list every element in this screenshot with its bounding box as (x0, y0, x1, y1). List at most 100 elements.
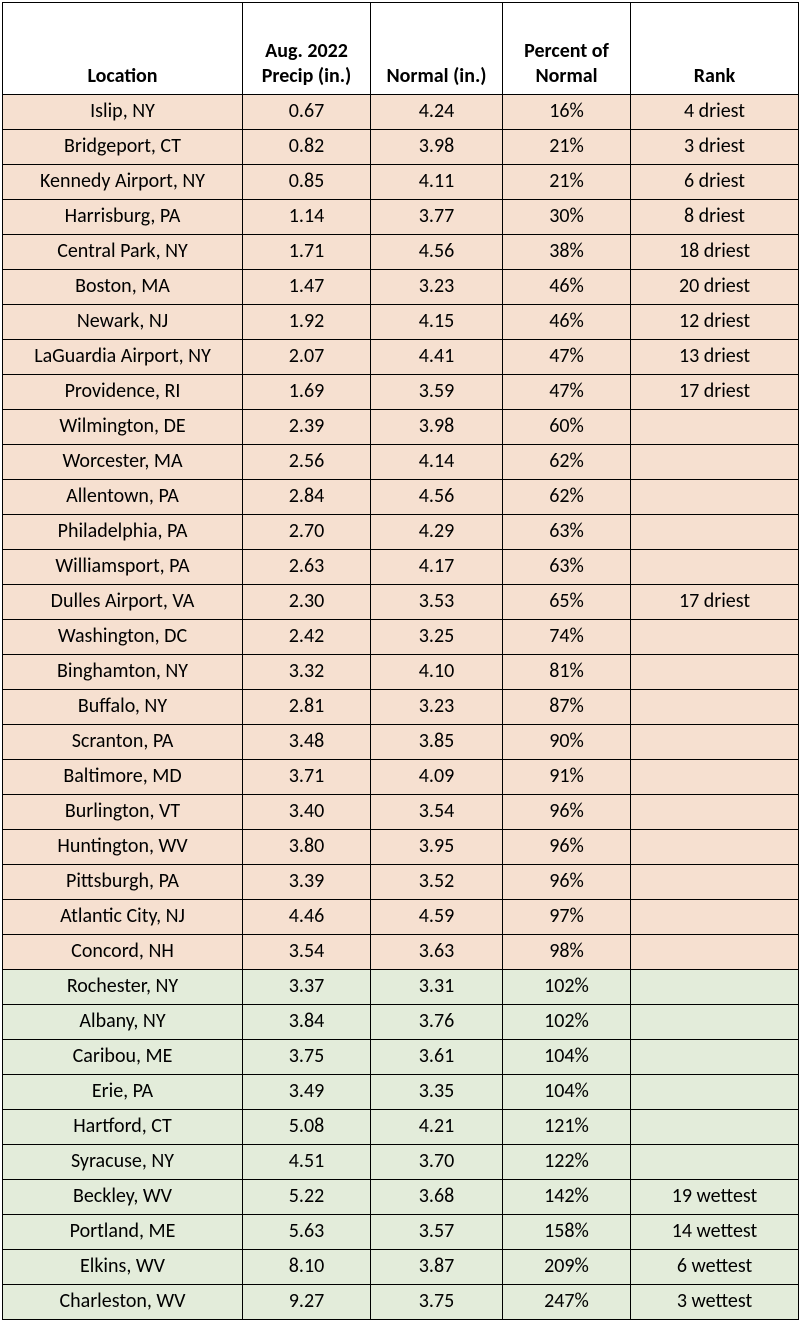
cell-location: Washington, DC (3, 620, 243, 655)
cell-location: Elkins, WV (3, 1250, 243, 1285)
cell-rank: 4 driest (631, 95, 799, 130)
table-row: Beckley, WV5.223.68142%19 wettest (3, 1180, 799, 1215)
cell-percent: 16% (503, 95, 631, 130)
cell-precip: 3.37 (243, 970, 371, 1005)
cell-location: Newark, NJ (3, 305, 243, 340)
cell-location: Boston, MA (3, 270, 243, 305)
table-row: Central Park, NY1.714.5638%18 driest (3, 235, 799, 270)
cell-location: Islip, NY (3, 95, 243, 130)
cell-location: Beckley, WV (3, 1180, 243, 1215)
table-row: Kennedy Airport, NY0.854.1121%6 driest (3, 165, 799, 200)
cell-rank (631, 900, 799, 935)
table-row: Concord, NH3.543.6398% (3, 935, 799, 970)
cell-rank (631, 830, 799, 865)
cell-normal: 3.25 (371, 620, 503, 655)
cell-rank (631, 445, 799, 480)
cell-location: Erie, PA (3, 1075, 243, 1110)
cell-percent: 104% (503, 1040, 631, 1075)
cell-rank (631, 690, 799, 725)
cell-rank (631, 1005, 799, 1040)
cell-percent: 91% (503, 760, 631, 795)
cell-normal: 4.56 (371, 235, 503, 270)
cell-precip: 1.92 (243, 305, 371, 340)
table-row: Providence, RI1.693.5947%17 driest (3, 375, 799, 410)
cell-rank (631, 1145, 799, 1180)
cell-normal: 3.95 (371, 830, 503, 865)
cell-normal: 3.53 (371, 585, 503, 620)
cell-normal: 3.68 (371, 1180, 503, 1215)
cell-location: Kennedy Airport, NY (3, 165, 243, 200)
cell-normal: 3.23 (371, 270, 503, 305)
cell-percent: 97% (503, 900, 631, 935)
cell-percent: 46% (503, 270, 631, 305)
cell-normal: 3.57 (371, 1215, 503, 1250)
table-row: Caribou, ME3.753.61104% (3, 1040, 799, 1075)
cell-percent: 96% (503, 865, 631, 900)
cell-rank (631, 795, 799, 830)
cell-precip: 2.42 (243, 620, 371, 655)
cell-location: Syracuse, NY (3, 1145, 243, 1180)
table-row: Portland, ME5.633.57158%14 wettest (3, 1215, 799, 1250)
cell-normal: 3.23 (371, 690, 503, 725)
table-row: Erie, PA3.493.35104% (3, 1075, 799, 1110)
table-row: Islip, NY0.674.2416%4 driest (3, 95, 799, 130)
cell-normal: 4.56 (371, 480, 503, 515)
cell-percent: 96% (503, 830, 631, 865)
cell-location: Portland, ME (3, 1215, 243, 1250)
col-header-rank: Rank (631, 3, 799, 95)
table-row: LaGuardia Airport, NY2.074.4147%13 dries… (3, 340, 799, 375)
table-row: Boston, MA1.473.2346%20 driest (3, 270, 799, 305)
cell-percent: 74% (503, 620, 631, 655)
cell-rank (631, 515, 799, 550)
table-row: Atlantic City, NJ4.464.5997% (3, 900, 799, 935)
cell-rank: 14 wettest (631, 1215, 799, 1250)
table-row: Scranton, PA3.483.8590% (3, 725, 799, 760)
cell-percent: 90% (503, 725, 631, 760)
table-row: Dulles Airport, VA2.303.5365%17 driest (3, 585, 799, 620)
cell-rank: 8 driest (631, 200, 799, 235)
cell-percent: 46% (503, 305, 631, 340)
cell-location: Harrisburg, PA (3, 200, 243, 235)
cell-normal: 3.77 (371, 200, 503, 235)
cell-location: Providence, RI (3, 375, 243, 410)
cell-precip: 3.75 (243, 1040, 371, 1075)
cell-normal: 3.31 (371, 970, 503, 1005)
col-header-precip: Aug. 2022 Precip (in.) (243, 3, 371, 95)
cell-normal: 3.87 (371, 1250, 503, 1285)
cell-location: Rochester, NY (3, 970, 243, 1005)
cell-percent: 62% (503, 480, 631, 515)
cell-location: Bridgeport, CT (3, 130, 243, 165)
cell-location: Charleston, WV (3, 1285, 243, 1320)
cell-percent: 102% (503, 1005, 631, 1040)
cell-precip: 2.39 (243, 410, 371, 445)
cell-percent: 60% (503, 410, 631, 445)
cell-normal: 4.21 (371, 1110, 503, 1145)
cell-normal: 4.29 (371, 515, 503, 550)
cell-rank (631, 550, 799, 585)
cell-rank: 13 driest (631, 340, 799, 375)
cell-precip: 2.56 (243, 445, 371, 480)
table-row: Wilmington, DE2.393.9860% (3, 410, 799, 445)
cell-precip: 1.47 (243, 270, 371, 305)
cell-precip: 4.51 (243, 1145, 371, 1180)
cell-normal: 3.98 (371, 410, 503, 445)
table-row: Hartford, CT5.084.21121% (3, 1110, 799, 1145)
cell-precip: 0.67 (243, 95, 371, 130)
cell-normal: 3.70 (371, 1145, 503, 1180)
table-row: Elkins, WV8.103.87209%6 wettest (3, 1250, 799, 1285)
cell-normal: 3.54 (371, 795, 503, 830)
cell-precip: 2.84 (243, 480, 371, 515)
cell-precip: 5.63 (243, 1215, 371, 1250)
table-row: Baltimore, MD3.714.0991% (3, 760, 799, 795)
cell-rank: 17 driest (631, 585, 799, 620)
table-row: Philadelphia, PA2.704.2963% (3, 515, 799, 550)
cell-location: Albany, NY (3, 1005, 243, 1040)
cell-precip: 3.71 (243, 760, 371, 795)
cell-normal: 4.41 (371, 340, 503, 375)
cell-rank (631, 620, 799, 655)
cell-location: Philadelphia, PA (3, 515, 243, 550)
cell-location: Huntington, WV (3, 830, 243, 865)
cell-location: Atlantic City, NJ (3, 900, 243, 935)
cell-precip: 0.85 (243, 165, 371, 200)
table-row: Washington, DC2.423.2574% (3, 620, 799, 655)
